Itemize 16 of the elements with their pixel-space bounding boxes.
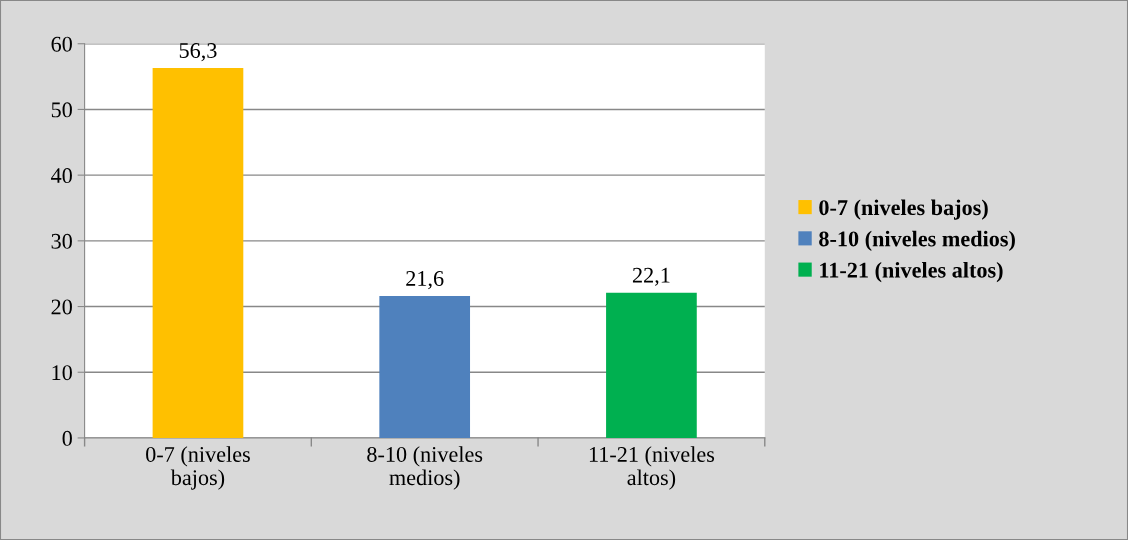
data-label: 21,6 [406, 271, 444, 290]
y-tick-label: 10 [52, 365, 72, 381]
data-label: 56,3 [179, 43, 217, 62]
legend-label: 0-7 (niveles bajos) [819, 199, 988, 220]
y-tick-label: 20 [51, 299, 72, 315]
x-tick-label: 11-21 (niveles altos) [589, 446, 715, 490]
x-tick-label: 0-7 (niveles bajos) [146, 446, 250, 490]
y-tick-label: 0 [62, 430, 72, 446]
data-label: 22,1 [632, 267, 670, 286]
y-tick-label: 50 [51, 102, 72, 118]
legend-label: 8-10 (niveles medios) [819, 230, 1015, 251]
legend-label: 11-21 (niveles altos) [820, 262, 1003, 283]
y-tick-label: 30 [51, 233, 72, 249]
x-tick-label: 8-10 (niveles medios) [367, 446, 483, 490]
y-tick-label: 60 [51, 36, 72, 52]
y-tick-label: 40 [51, 168, 72, 184]
